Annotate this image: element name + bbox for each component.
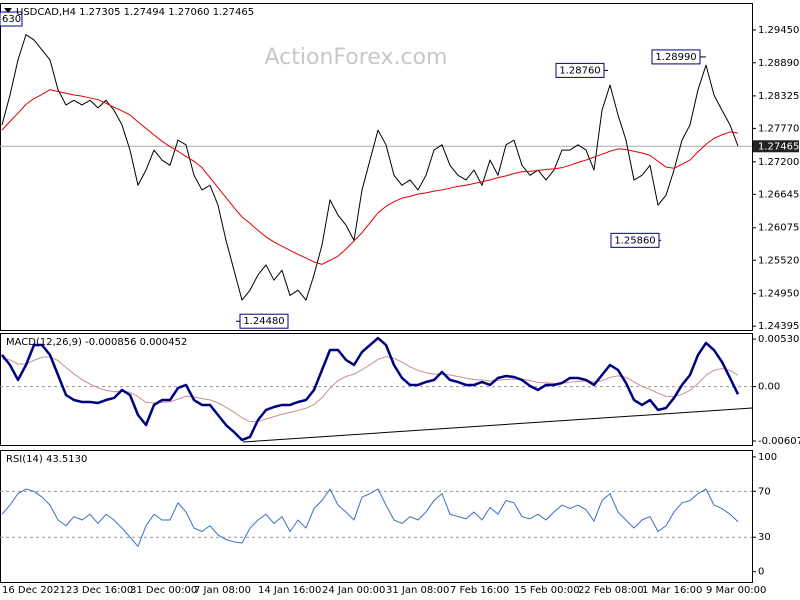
x-tick-label: 31 Dec 00:00 (130, 585, 197, 596)
y-tick-label: 0 (758, 567, 764, 578)
x-tick-label: 31 Jan 08:00 (386, 585, 449, 596)
x-tick-label: 14 Jan 16:00 (258, 585, 321, 596)
series-line (1, 34, 739, 301)
y-tick-label: 30 (758, 532, 771, 543)
y-tick-label: 100 (758, 452, 777, 463)
x-tick-label: 9 Mar 00:00 (706, 585, 766, 596)
y-tick-label: 1.25520 (758, 255, 799, 266)
panel-frame (0, 333, 753, 446)
panel-frame (0, 450, 753, 583)
annotation-box (0, 11, 23, 27)
y-tick-label: 1.29450 (758, 25, 799, 36)
y-tick-label: 1.26645 (758, 189, 799, 200)
annotation-label: 1.28760 (559, 65, 600, 76)
series-line (1, 336, 740, 442)
annotation-label: 1.24480 (243, 316, 284, 327)
annotation-box (239, 313, 289, 329)
annotation-box (651, 49, 701, 65)
panel-title: RSI(14) 43.5130 (6, 454, 87, 465)
y-tick-label: -0.006074 (758, 436, 800, 447)
annotation-label: 1.28990 (655, 52, 696, 63)
x-tick-label: 24 Jan 00:00 (322, 585, 385, 596)
trend-line (242, 407, 753, 443)
y-tick-label: 70 (758, 486, 771, 497)
y-tick-label: 0.00 (758, 382, 780, 393)
watermark: ActionForex.com (265, 45, 448, 70)
y-tick-label: 1.26075 (758, 223, 799, 234)
x-tick-label: 23 Dec 16:00 (66, 585, 133, 596)
y-tick-label: 1.28890 (758, 58, 799, 69)
y-tick-label: 0.005307 (758, 334, 800, 345)
y-tick-label: 1.24395 (758, 321, 799, 332)
x-tick-label: 7 Feb 16:00 (450, 585, 509, 596)
y-tick-label: 1.24950 (758, 289, 799, 300)
x-tick-label: 15 Feb 00:00 (514, 585, 580, 596)
panel-title: MACD(12,26,9) -0.000856 0.000452 (6, 337, 187, 348)
y-tick-label: 1.27200 (758, 157, 799, 168)
x-tick-label: 16 Dec 2021 (2, 585, 66, 596)
annotation-label: 1.25860 (614, 235, 655, 246)
panel-title: USDCAD,H4 1.27305 1.27494 1.27060 1.2746… (16, 7, 254, 18)
annotation-box (610, 232, 660, 248)
x-tick-label: 22 Feb 08:00 (578, 585, 644, 596)
last-price-box (753, 140, 799, 153)
annotation-box (555, 62, 605, 78)
last-price-label: 1.27465 (758, 141, 799, 152)
x-tick-label: 7 Jan 08:00 (194, 585, 251, 596)
y-tick-label: 1.27770 (758, 123, 799, 134)
x-tick-label: 1 Mar 16:00 (642, 585, 702, 596)
series-line (1, 89, 739, 265)
annotation-label: 630 (2, 14, 21, 25)
panel-frame (0, 3, 753, 331)
series-line (1, 488, 739, 547)
menu-icon (4, 8, 12, 13)
y-tick-label: 1.28325 (758, 91, 799, 102)
